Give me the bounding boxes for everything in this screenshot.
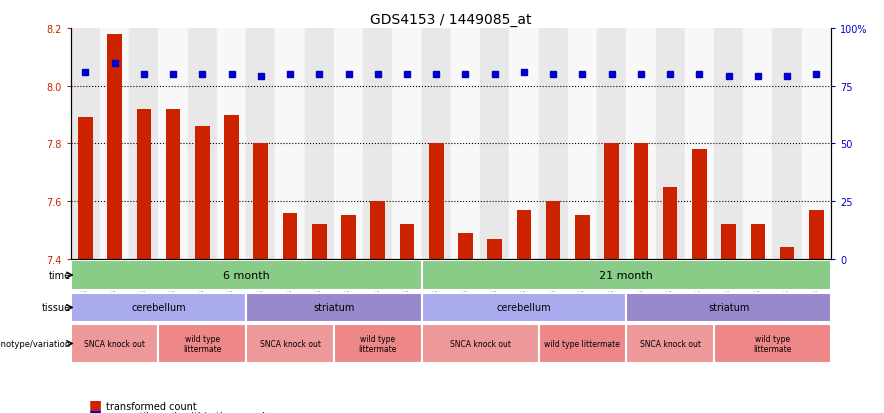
Bar [802,29,831,259]
Bar [254,144,268,259]
Bar [71,29,100,259]
Bar [487,239,502,259]
Bar [305,29,334,259]
Bar [780,248,795,259]
Text: SNCA knock out: SNCA knock out [84,339,145,348]
Bar [575,216,590,259]
FancyBboxPatch shape [71,261,422,290]
Bar [429,144,444,259]
Bar [246,29,276,259]
Bar [546,202,560,259]
Bar [392,29,422,259]
Bar [334,29,363,259]
Bar [107,35,122,259]
Bar [341,216,355,259]
Bar [773,29,802,259]
Bar [568,29,597,259]
Text: transformed count: transformed count [106,401,197,411]
Bar [129,29,158,259]
Bar [605,144,619,259]
Bar [663,187,677,259]
Bar [100,29,129,259]
Text: SNCA knock out: SNCA knock out [640,339,701,348]
FancyBboxPatch shape [626,325,714,363]
Bar [634,144,648,259]
Bar [714,29,743,259]
Text: wild type
littermate: wild type littermate [753,334,792,354]
Text: wild type
littermate: wild type littermate [183,334,222,354]
Bar [136,109,151,259]
Bar [597,29,626,259]
FancyBboxPatch shape [538,325,626,363]
Title: GDS4153 / 1449085_at: GDS4153 / 1449085_at [370,12,531,26]
Bar [187,29,217,259]
Text: wild type littermate: wild type littermate [545,339,621,348]
Text: SNCA knock out: SNCA knock out [450,339,511,348]
Bar [509,29,538,259]
Bar [363,29,392,259]
Bar [809,210,824,259]
Bar [78,118,93,259]
Bar [516,210,531,259]
FancyBboxPatch shape [334,325,422,363]
Bar [626,29,656,259]
Bar [283,213,297,259]
Text: SNCA knock out: SNCA knock out [260,339,321,348]
FancyBboxPatch shape [71,293,246,322]
FancyBboxPatch shape [422,261,831,290]
Bar [276,29,305,259]
Bar [217,29,246,259]
Text: wild type
littermate: wild type littermate [359,334,397,354]
Text: cerebellum: cerebellum [497,303,552,313]
Bar [158,29,187,259]
Bar [480,29,509,259]
Text: cerebellum: cerebellum [131,303,186,313]
Text: tissue: tissue [42,303,71,313]
FancyBboxPatch shape [158,325,246,363]
Bar [195,127,210,259]
FancyBboxPatch shape [626,293,831,322]
Bar [692,150,706,259]
Bar [685,29,714,259]
Bar [166,109,180,259]
FancyBboxPatch shape [714,325,831,363]
Bar [370,202,385,259]
FancyBboxPatch shape [246,325,334,363]
Text: 21 month: 21 month [599,271,653,280]
Text: striatum: striatum [313,303,354,313]
Text: 6 month: 6 month [223,271,270,280]
Text: time: time [49,271,71,280]
Bar [538,29,568,259]
Text: percentile rank within the sample: percentile rank within the sample [106,411,271,413]
Bar [225,115,239,259]
Bar [312,225,326,259]
Bar [400,225,415,259]
Bar [656,29,685,259]
Bar [458,233,473,259]
Text: striatum: striatum [708,303,750,313]
Bar [422,29,451,259]
Text: genotype/variation: genotype/variation [0,339,71,348]
Bar [721,225,735,259]
FancyBboxPatch shape [422,293,626,322]
FancyBboxPatch shape [71,325,158,363]
FancyBboxPatch shape [422,325,538,363]
FancyBboxPatch shape [246,293,422,322]
Text: ■: ■ [88,397,102,411]
Text: ■: ■ [88,407,102,413]
Bar [451,29,480,259]
Bar [751,225,766,259]
Bar [743,29,773,259]
